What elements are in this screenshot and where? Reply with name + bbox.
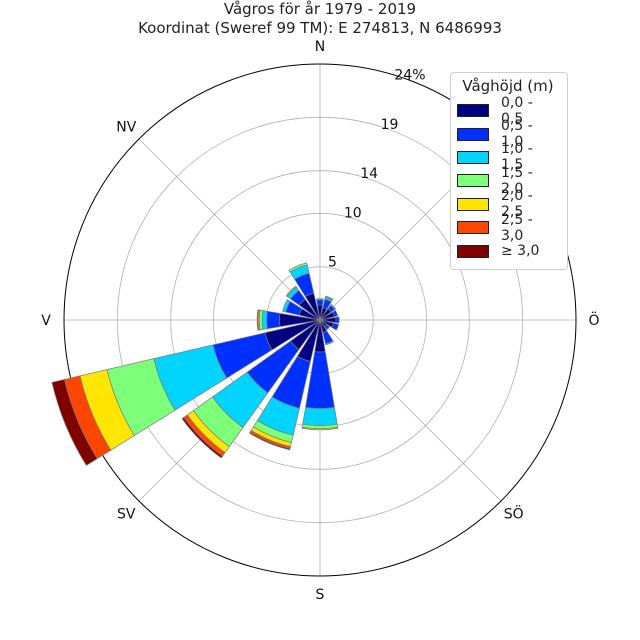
legend-swatch [457, 221, 489, 235]
title-line-1: Vågros för år 1979 - 2019 [223, 0, 417, 18]
legend-entry: 2,0 - 2,5 [457, 188, 559, 220]
rose-bar-segment [324, 295, 334, 301]
legend-entry: 2,5 - 3,0 [457, 212, 559, 244]
rose-bar-segment [302, 406, 338, 426]
legend-entry: ≥ 3,0 [457, 239, 559, 262]
legend-label: 0,5 - 1,0 [501, 118, 533, 151]
outer-ring [63, 63, 577, 577]
radial-tick-label: 24% [394, 67, 425, 83]
legend-label: 1,0 - 1,5 [501, 141, 533, 174]
legend-label: 2,0 - 2,5 [501, 188, 533, 221]
legend-label: ≥ 3,0 [501, 243, 540, 260]
rose-bar-segment [325, 340, 335, 346]
radial-tick-label: 5 [328, 255, 337, 271]
radial-tick-label: 19 [381, 117, 399, 133]
rose-bar-segment [249, 431, 291, 451]
radial-gridline [319, 319, 502, 502]
legend-swatch [457, 197, 489, 211]
legend-entry: 0,5 - 1,0 [457, 118, 559, 150]
chart-title: Vågros för år 1979 - 2019 Koordinat (Swe… [0, 0, 640, 38]
radial-tick-label: 14 [360, 166, 378, 182]
legend-label: 0,0 - 0,5 [501, 94, 533, 127]
direction-label: N [315, 39, 325, 55]
ring-gridline [170, 170, 470, 470]
rose-bar-segment [262, 310, 268, 330]
rose-bar-segment [266, 310, 281, 330]
legend-label: 2,5 - 3,0 [501, 211, 533, 244]
direction-label: SÖ [504, 505, 524, 523]
rose-bar-segment [256, 309, 260, 331]
legend-entry: 1,5 - 2,0 [457, 165, 559, 197]
direction-label: S [316, 587, 325, 603]
direction-label: Ö [588, 311, 599, 329]
legend-rows: 0,0 - 0,5 0,5 - 1,0 1,0 - 1,5 1,5 - 2,0 2,0 … [457, 95, 559, 263]
rose-bar-segment [324, 324, 331, 331]
rose-bar-segment [331, 322, 340, 331]
legend-swatch [457, 127, 489, 141]
rose-bar-segment [335, 316, 340, 324]
radial-tick-label: 10 [344, 205, 362, 221]
rose-bar-segment [51, 379, 98, 466]
legend-entry: 1,0 - 1,5 [457, 141, 559, 173]
rose-bar-segment [301, 426, 339, 431]
legend-label: 1,5 - 2,0 [501, 164, 533, 197]
radial-gridline [138, 138, 321, 321]
direction-label: V [41, 313, 51, 329]
legend-swatch [457, 150, 489, 164]
legend-swatch [457, 244, 489, 258]
legend-swatch [457, 104, 489, 118]
rose-bar-segment [316, 298, 324, 301]
rose-bar-segment [282, 299, 291, 313]
rose-bars [51, 262, 340, 466]
legend-title: Våghöjd (m) [462, 77, 554, 95]
rose-bar-segment [332, 309, 339, 318]
legend: Våghöjd (m) 0,0 - 0,5 0,5 - 1,0 1,0 - 1,5 1… [450, 72, 568, 270]
rose-bar-segment [285, 285, 297, 297]
direction-label: SV [117, 507, 136, 523]
title-line-2: Koordinat (Sweref 99 TM): E 274813, N 64… [138, 19, 502, 37]
rose-bar-segment [181, 416, 224, 459]
legend-swatch [457, 174, 489, 188]
ring-gridline [116, 116, 524, 524]
rose-bar-segment [316, 299, 324, 306]
rose-bar-segment [288, 262, 308, 273]
rose-bar-segment [330, 303, 337, 310]
direction-label: NV [116, 119, 136, 135]
legend-entry: 0,0 - 0,5 [457, 95, 559, 127]
